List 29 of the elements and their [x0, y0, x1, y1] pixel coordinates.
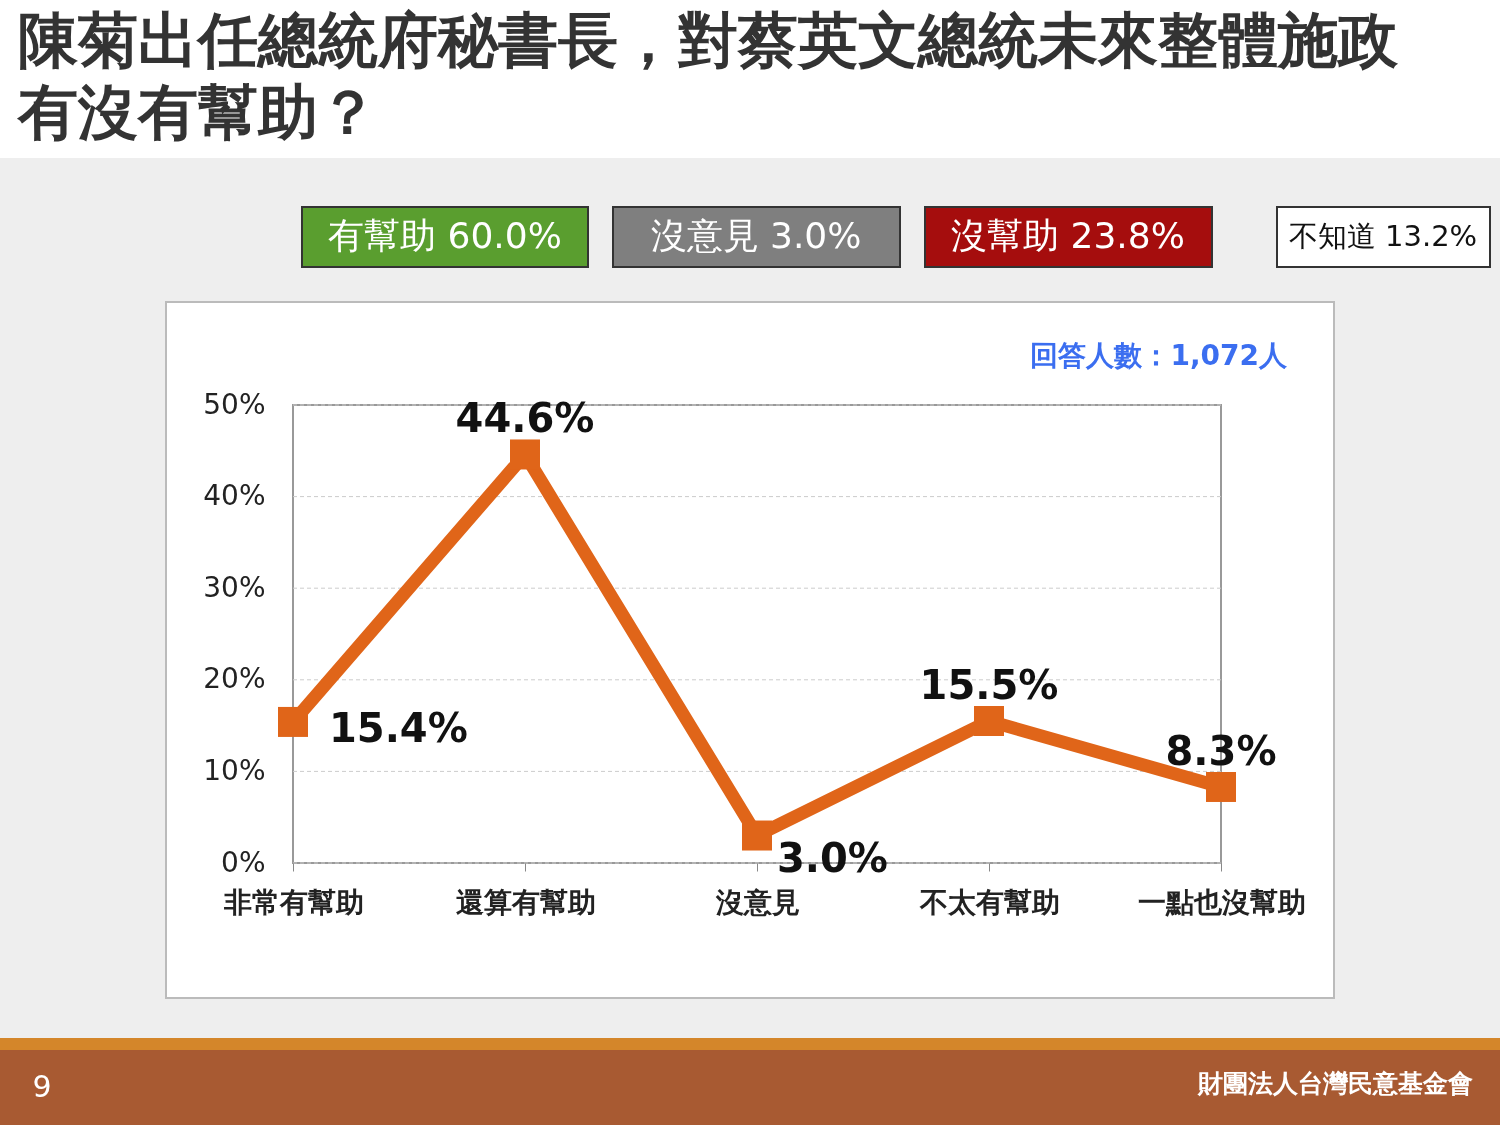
text: 有幫助 60.0%	[328, 215, 562, 256]
data-label: 8.3%	[1165, 727, 1277, 774]
y-tick-label: 30%	[203, 570, 266, 604]
data-label: 15.4%	[329, 704, 468, 751]
text: 財團法人台灣民意基金會	[1197, 1069, 1473, 1098]
text: 不知道 13.2%	[1288, 219, 1478, 253]
y-tick-label: 20%	[203, 662, 266, 696]
data-label: 15.5%	[919, 662, 1059, 709]
text: 9	[32, 1069, 52, 1104]
text: 回答人數：1,072人	[1030, 339, 1288, 372]
y-tick-label: 0%	[221, 845, 266, 879]
text: 沒幫助 23.8%	[951, 215, 1185, 256]
chart-title: 陳菊出任總統府秘書長，對蔡英文總統未來整體施政有沒有幫助？	[16, 5, 1399, 147]
y-tick-label: 10%	[203, 753, 266, 787]
x-tick-label: 非常有幫助	[222, 885, 364, 919]
point	[278, 706, 308, 737]
point	[1206, 771, 1236, 802]
y-tick-label: 50%	[203, 387, 266, 421]
x-tick-label: 不太有幫助	[918, 885, 1060, 919]
point	[742, 820, 772, 851]
x-tick-label: 一點也沒幫助	[1137, 885, 1306, 919]
point	[974, 706, 1004, 737]
data-label: 44.6%	[455, 395, 595, 442]
x-tick-label: 沒意見	[714, 885, 800, 919]
point	[510, 439, 540, 470]
x-tick-label: 還算有幫助	[455, 885, 596, 919]
text: 沒意見 3.0%	[650, 215, 862, 256]
data-label: 3.0%	[777, 834, 888, 881]
y-tick-label: 40%	[203, 479, 266, 513]
